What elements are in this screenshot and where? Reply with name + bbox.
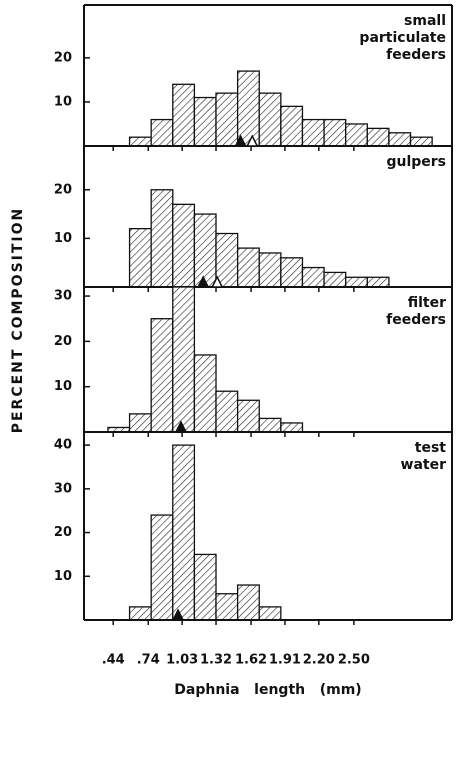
y-axis-label: PERCENT COMPOSITION	[10, 207, 26, 434]
bar	[128, 413, 152, 433]
bar	[345, 123, 368, 147]
bar	[215, 593, 239, 621]
x-axis-label: Daphnia length (mm)	[174, 682, 361, 698]
x-tick-label: 1.32	[200, 653, 232, 668]
bar	[258, 92, 282, 147]
bar	[172, 444, 196, 621]
panel-title: test	[415, 440, 447, 456]
bar	[128, 606, 152, 621]
bar	[323, 118, 347, 147]
bar	[128, 136, 152, 147]
y-tick-label: 30	[54, 481, 72, 496]
bar	[172, 83, 196, 147]
panel-title: filter	[408, 295, 446, 311]
bar	[193, 96, 217, 147]
bar	[301, 266, 325, 288]
bar	[236, 399, 260, 433]
mean-marker	[174, 420, 188, 433]
panel-title: feeders	[386, 312, 446, 328]
bar	[258, 252, 282, 288]
bar	[258, 606, 282, 621]
mean-marker	[234, 134, 247, 147]
y-tick-label: 10	[54, 569, 72, 584]
y-tick-label: 10	[54, 379, 72, 394]
panel-title: feeders	[386, 47, 446, 63]
bar	[150, 189, 174, 288]
y-tick-label: 30	[54, 289, 72, 304]
bar	[409, 136, 433, 147]
bar	[301, 118, 325, 147]
bar	[215, 390, 239, 433]
bar	[388, 132, 412, 147]
bar	[366, 276, 390, 288]
mean-marker	[246, 134, 259, 147]
bar	[323, 271, 347, 288]
x-tick-label: 1.03	[166, 653, 198, 668]
y-tick-label: 20	[54, 525, 72, 540]
bar	[280, 105, 304, 147]
y-tick-label: 10	[54, 94, 72, 109]
bar	[172, 203, 196, 288]
mean-marker	[210, 275, 224, 288]
bar	[128, 228, 152, 288]
bar	[236, 70, 260, 147]
y-tick-label: 10	[54, 231, 72, 246]
x-tick-label: 2.20	[303, 653, 335, 668]
x-tick-label: 1.62	[235, 653, 267, 668]
mean-marker	[171, 608, 185, 621]
bar	[172, 286, 196, 433]
bar	[150, 318, 174, 433]
bar	[366, 127, 390, 147]
bar	[193, 553, 217, 621]
x-tick-label: .74	[137, 653, 160, 668]
bar	[280, 257, 304, 288]
y-tick-label: 40	[54, 438, 72, 453]
bar	[345, 276, 368, 288]
bar	[215, 232, 239, 288]
panel-title: gulpers	[386, 154, 446, 170]
panel-title: small	[404, 13, 446, 29]
bar	[236, 247, 260, 288]
y-tick-label: 20	[54, 50, 72, 65]
bar	[258, 417, 282, 433]
bar	[193, 213, 217, 288]
x-tick-label: 2.50	[338, 653, 370, 668]
bar	[215, 92, 239, 147]
x-tick-label: .44	[102, 653, 125, 668]
bar	[150, 118, 174, 147]
bar	[193, 354, 217, 433]
bar	[150, 514, 174, 621]
bar	[280, 422, 304, 433]
y-tick-label: 20	[54, 182, 72, 197]
panel-title: particulate	[359, 30, 446, 46]
bar	[236, 584, 260, 621]
y-tick-label: 20	[54, 334, 72, 349]
mean-marker	[196, 275, 210, 288]
panel-title: water	[401, 457, 447, 473]
x-tick-label: 1.91	[269, 653, 301, 668]
